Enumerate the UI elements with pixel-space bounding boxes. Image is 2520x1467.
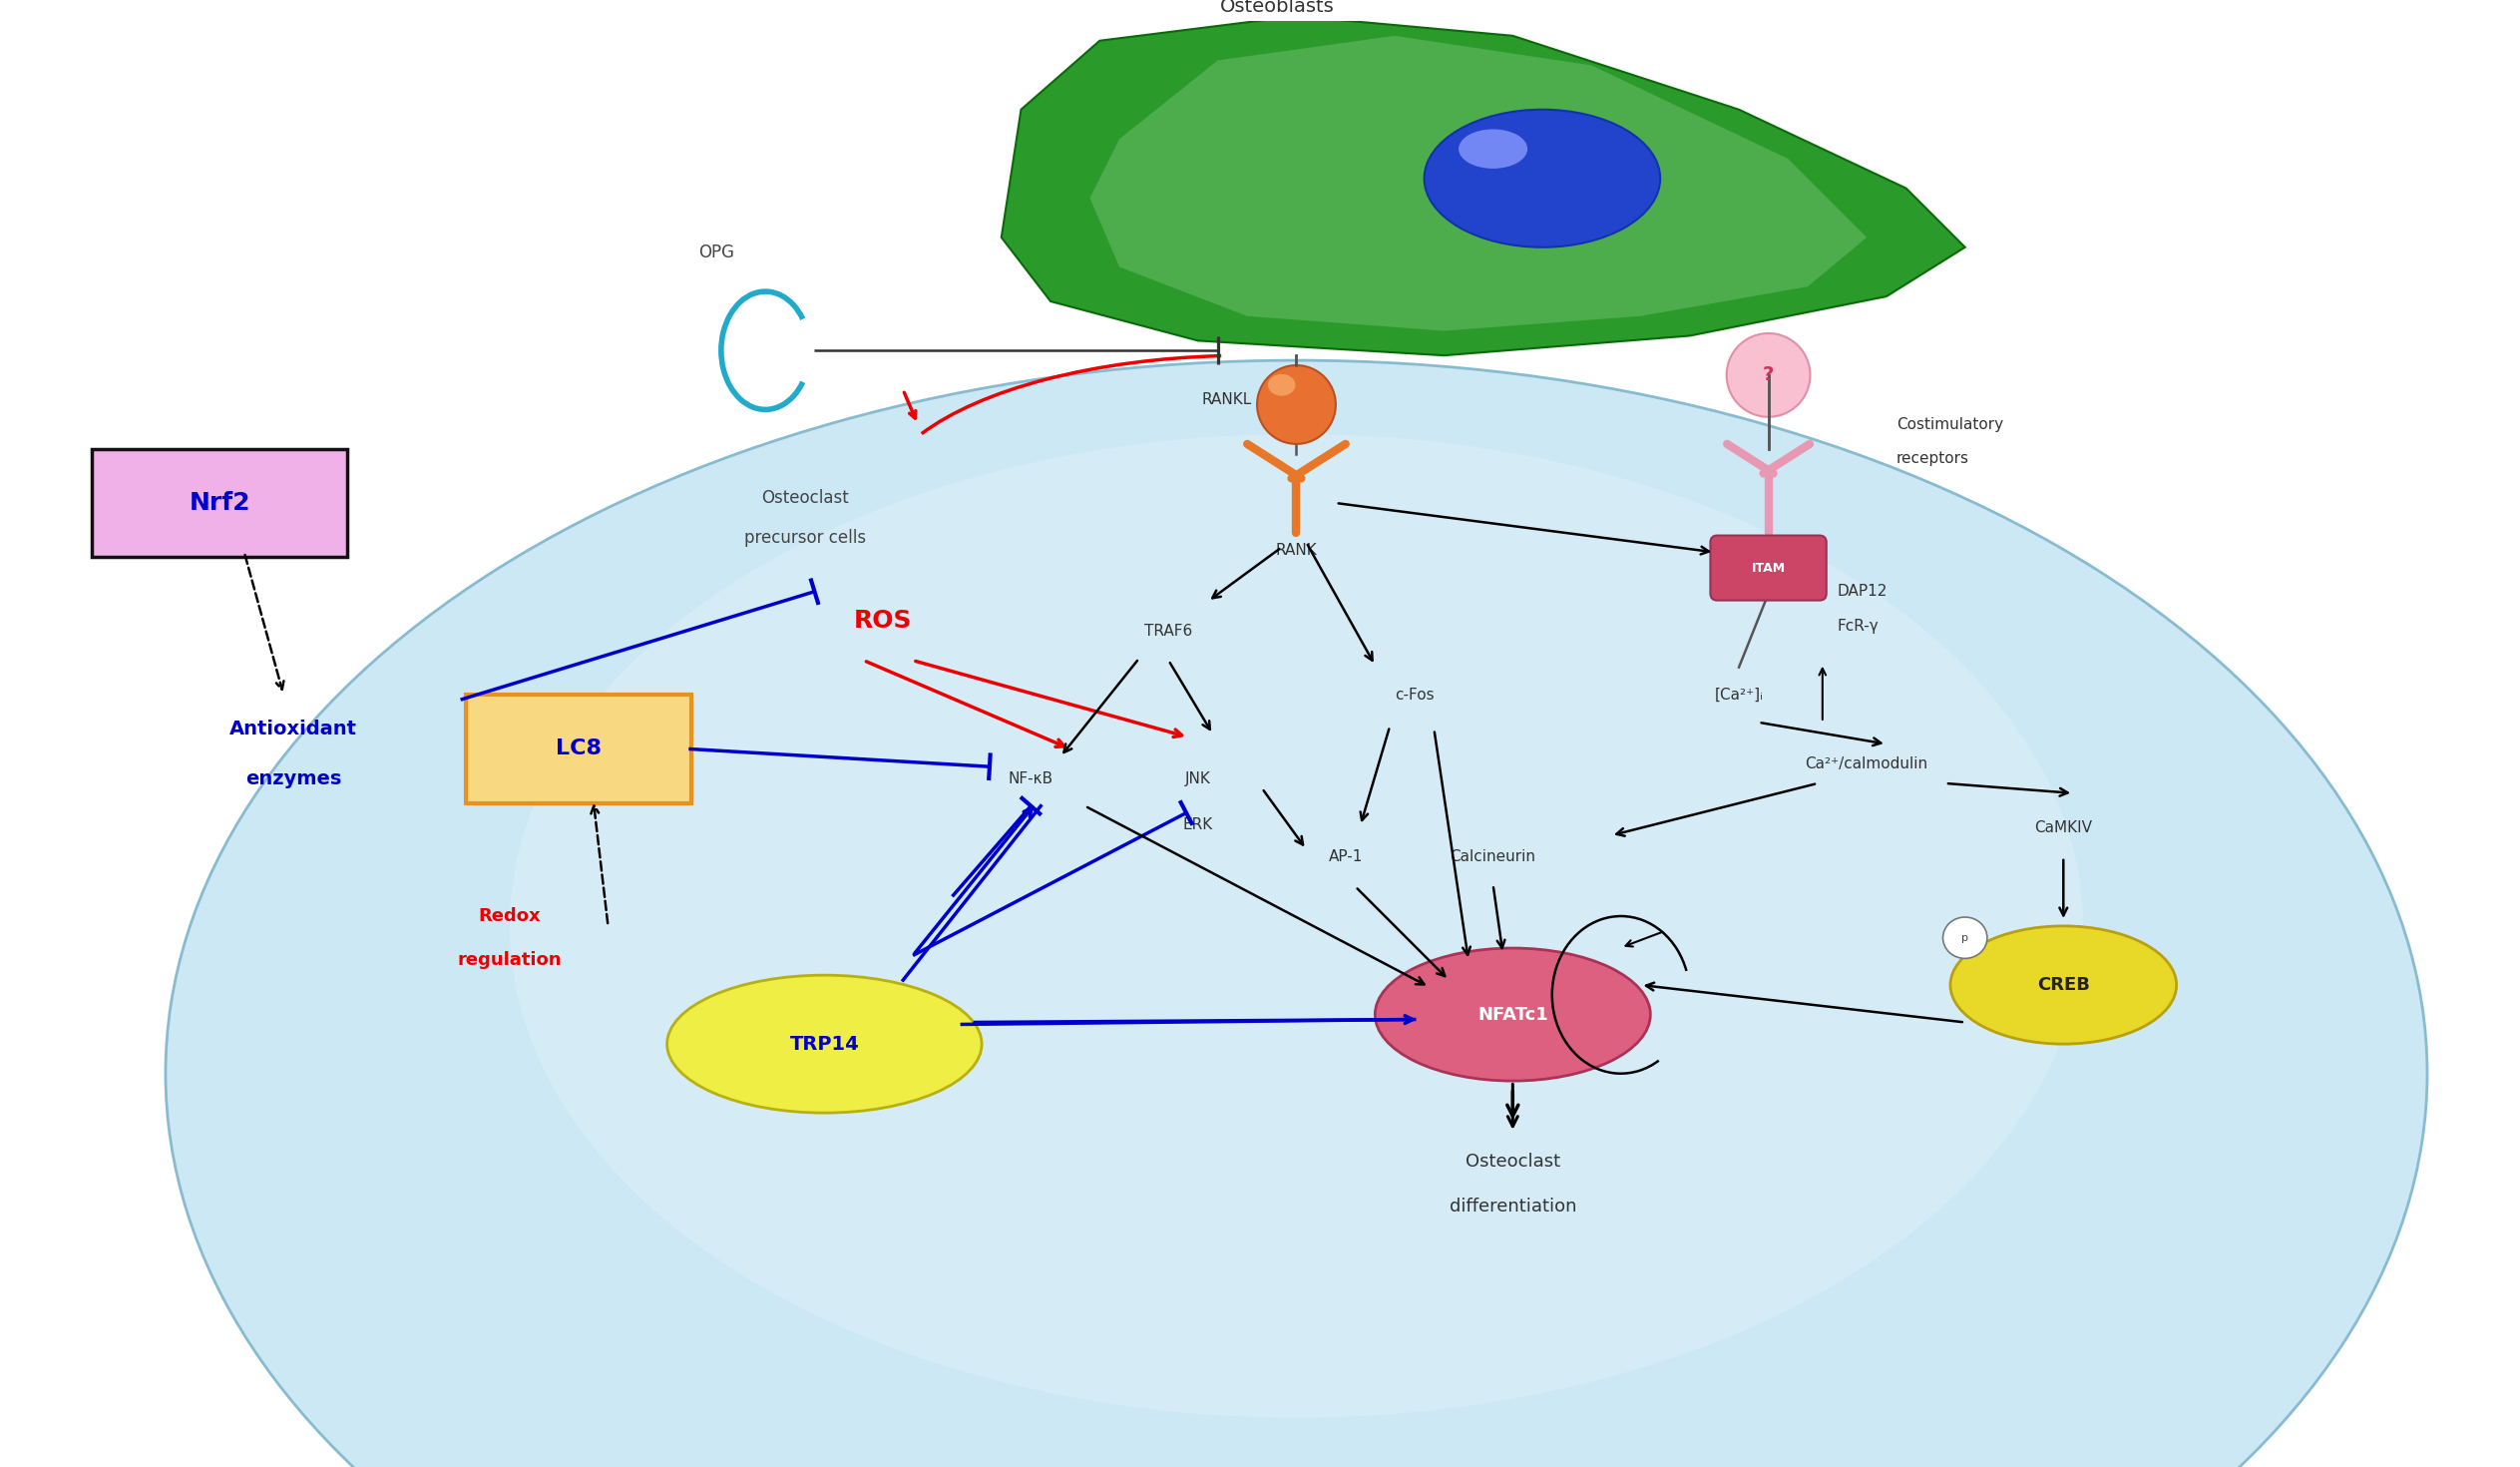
FancyBboxPatch shape: [1711, 535, 1827, 600]
Text: p: p: [1961, 933, 1968, 943]
Ellipse shape: [1459, 129, 1527, 169]
Text: Redox: Redox: [479, 907, 542, 926]
Text: FcR-γ: FcR-γ: [1837, 619, 1880, 634]
Text: CREB: CREB: [2036, 976, 2089, 995]
Ellipse shape: [1424, 110, 1661, 248]
Text: NFATc1: NFATc1: [1477, 1005, 1547, 1024]
Ellipse shape: [1943, 917, 1988, 958]
Ellipse shape: [668, 976, 983, 1113]
Ellipse shape: [1376, 948, 1651, 1081]
Text: LC8: LC8: [554, 739, 602, 758]
Text: AP-1: AP-1: [1328, 849, 1363, 864]
Text: Antioxidant: Antioxidant: [229, 720, 358, 739]
Text: enzymes: enzymes: [244, 769, 340, 788]
Text: ?: ?: [1761, 365, 1774, 384]
Polygon shape: [1089, 35, 1867, 332]
Text: Nrf2: Nrf2: [189, 491, 249, 515]
FancyBboxPatch shape: [91, 449, 348, 557]
Ellipse shape: [1726, 333, 1809, 417]
Text: TRP14: TRP14: [789, 1034, 859, 1053]
Text: RANKL: RANKL: [1202, 392, 1252, 408]
Text: ITAM: ITAM: [1751, 562, 1784, 575]
Text: Osteoblasts: Osteoblasts: [1220, 0, 1333, 16]
Text: JNK: JNK: [1184, 772, 1212, 786]
Text: ERK: ERK: [1182, 817, 1212, 832]
FancyBboxPatch shape: [466, 695, 690, 802]
Text: Osteoclast: Osteoclast: [1464, 1153, 1560, 1171]
Ellipse shape: [509, 434, 2084, 1417]
Text: OPG: OPG: [698, 244, 733, 261]
Text: precursor cells: precursor cells: [743, 528, 867, 546]
Text: Costimulatory: Costimulatory: [1895, 417, 2003, 431]
Text: [Ca²⁺]ᵢ: [Ca²⁺]ᵢ: [1714, 688, 1764, 703]
Text: CaMKIV: CaMKIV: [2034, 820, 2092, 835]
Text: Ca²⁺/calmodulin: Ca²⁺/calmodulin: [1804, 756, 1928, 772]
Text: NF-κB: NF-κB: [1008, 772, 1053, 786]
Ellipse shape: [1268, 374, 1295, 396]
Polygon shape: [1000, 16, 1966, 355]
Ellipse shape: [1257, 365, 1336, 445]
Text: TRAF6: TRAF6: [1144, 623, 1192, 638]
Text: c-Fos: c-Fos: [1394, 688, 1434, 703]
Text: regulation: regulation: [459, 952, 562, 970]
Text: Calcineurin: Calcineurin: [1449, 849, 1537, 864]
Text: DAP12: DAP12: [1837, 584, 1887, 599]
Text: differentiation: differentiation: [1449, 1197, 1578, 1215]
Ellipse shape: [166, 361, 2427, 1467]
Text: RANK: RANK: [1275, 543, 1318, 557]
Text: ROS: ROS: [854, 609, 912, 634]
Text: receptors: receptors: [1895, 452, 1968, 467]
Text: Osteoclast: Osteoclast: [761, 489, 849, 508]
Ellipse shape: [1950, 926, 2177, 1045]
